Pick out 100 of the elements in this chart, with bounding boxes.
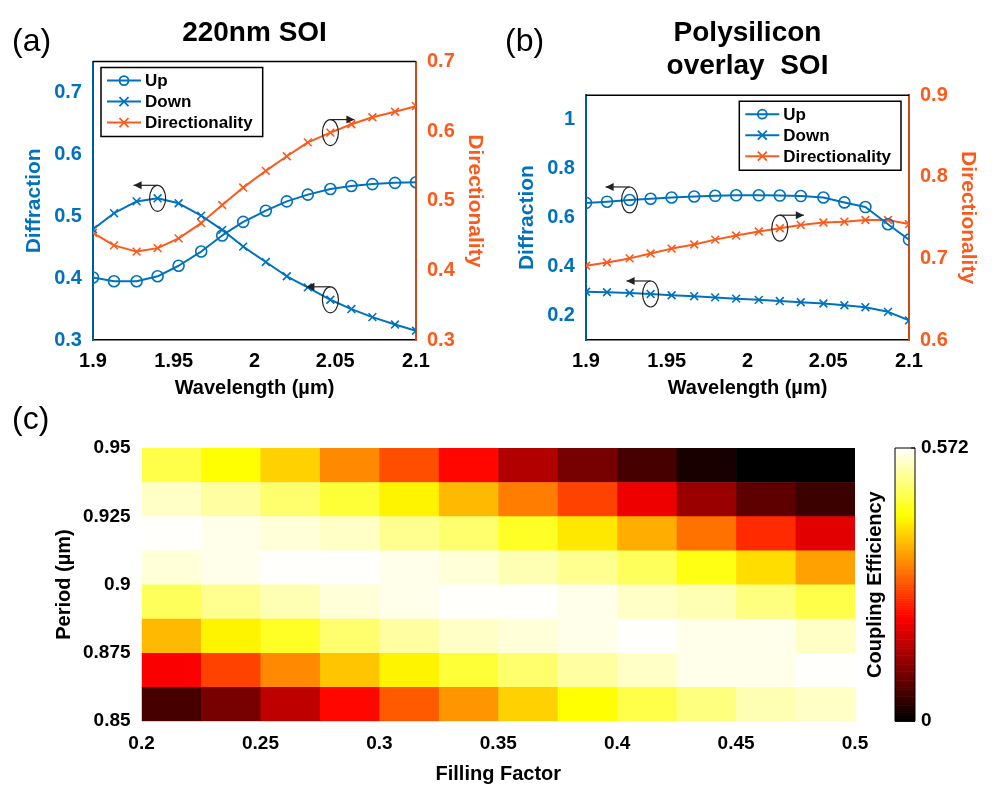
point xyxy=(261,257,271,267)
point xyxy=(215,229,229,242)
point xyxy=(708,189,722,203)
x-axis-title: Filling Factor xyxy=(435,761,562,784)
y-axis-title: Diffraction xyxy=(514,165,538,271)
point xyxy=(729,189,743,202)
y2-axis-title: Directionality xyxy=(464,134,488,268)
x-tick-label: 1.95 xyxy=(154,348,194,371)
point xyxy=(236,215,250,229)
y-tick-label: 0.9 xyxy=(104,572,131,594)
x-tick-label: 0.3 xyxy=(366,731,393,753)
point xyxy=(217,225,227,235)
y-tick-label: 0.85 xyxy=(93,709,131,731)
point xyxy=(109,208,119,218)
x-tick-label: 1.9 xyxy=(79,348,107,371)
color-bar-title: Coupling Efficiency xyxy=(862,490,885,678)
x-tick-label: 2 xyxy=(248,348,261,371)
y-axis-title: Period (µm) xyxy=(51,529,74,640)
point xyxy=(390,319,400,330)
point xyxy=(839,300,850,310)
point xyxy=(602,257,612,268)
point xyxy=(131,246,142,257)
x-tick-label: 1.95 xyxy=(647,348,687,371)
legend-label: Down xyxy=(145,92,192,112)
x-axis-title: Wavelength (µm) xyxy=(667,375,828,398)
y-tick-label: 0.8 xyxy=(547,156,575,179)
chart-title: Polysilicon overlay SOI xyxy=(666,15,829,81)
chart-title: 220nm SOI xyxy=(182,15,327,47)
y-tick-label: 0.925 xyxy=(83,504,131,526)
y-tick-label: 0.5 xyxy=(54,203,82,226)
point xyxy=(794,189,808,203)
point xyxy=(217,200,227,210)
point xyxy=(881,217,895,231)
text: (b) xyxy=(505,21,545,58)
y-tick-label: 0.6 xyxy=(547,205,575,228)
y2-tick-label: 0.6 xyxy=(920,327,948,350)
y2-axis-title: Directionality xyxy=(957,151,981,285)
y2-tick-label: 0.3 xyxy=(427,327,455,350)
point xyxy=(172,259,185,273)
point xyxy=(261,166,271,176)
y-tick-label: 0.7 xyxy=(54,80,82,103)
text: (c) xyxy=(12,399,50,436)
color-bar-label: 0 xyxy=(921,709,932,731)
y2-tick-label: 0.8 xyxy=(920,164,948,187)
point xyxy=(665,191,678,204)
point xyxy=(282,151,292,161)
y-tick-label: 0.95 xyxy=(93,436,131,458)
x-axis-title: Wavelength (µm) xyxy=(174,375,335,398)
point xyxy=(752,189,766,202)
point xyxy=(388,176,402,190)
x-tick-label: 0.4 xyxy=(603,731,631,753)
point xyxy=(282,271,292,281)
point xyxy=(152,243,163,253)
y-tick-label: 0.2 xyxy=(547,303,575,326)
point xyxy=(301,188,315,201)
x-tick-label: 0.25 xyxy=(241,731,280,753)
legend-label: Down xyxy=(783,125,830,145)
point xyxy=(107,274,121,288)
point xyxy=(645,248,656,259)
point xyxy=(346,119,357,129)
x-tick-label: 2 xyxy=(741,348,754,371)
point xyxy=(796,297,806,307)
y2-tick-label: 0.5 xyxy=(427,188,455,211)
point xyxy=(346,304,357,314)
y2-tick-label: 0.9 xyxy=(920,82,948,105)
text: (a) xyxy=(12,21,52,58)
point xyxy=(689,291,699,301)
point xyxy=(644,192,657,206)
point xyxy=(860,215,871,225)
y-axis-title: Diffraction xyxy=(21,148,45,254)
point xyxy=(839,216,850,227)
point xyxy=(773,189,787,202)
legend-label: Up xyxy=(145,71,168,91)
y2-tick-label: 0.4 xyxy=(427,257,456,280)
point xyxy=(109,240,119,251)
x-tick-label: 0.45 xyxy=(717,731,756,753)
point xyxy=(280,195,294,208)
point xyxy=(687,190,701,203)
x-tick-label: 1.9 xyxy=(572,348,600,371)
point xyxy=(390,107,400,117)
point xyxy=(173,198,184,208)
point xyxy=(775,296,785,306)
point xyxy=(838,196,851,209)
point xyxy=(259,204,273,217)
point xyxy=(624,253,635,264)
point xyxy=(130,274,143,288)
point xyxy=(666,243,677,254)
point xyxy=(624,288,635,298)
point xyxy=(367,312,378,322)
y-tick-label: 0.4 xyxy=(547,254,576,277)
point xyxy=(883,215,893,225)
y2-tick-label: 0.7 xyxy=(427,49,455,72)
x-tick-label: 2.1 xyxy=(402,348,430,371)
point xyxy=(883,307,893,317)
point xyxy=(366,177,379,191)
point xyxy=(600,195,614,208)
point xyxy=(173,233,184,244)
point xyxy=(817,191,830,204)
point xyxy=(731,230,741,241)
y-tick-label: 0.6 xyxy=(54,141,82,164)
